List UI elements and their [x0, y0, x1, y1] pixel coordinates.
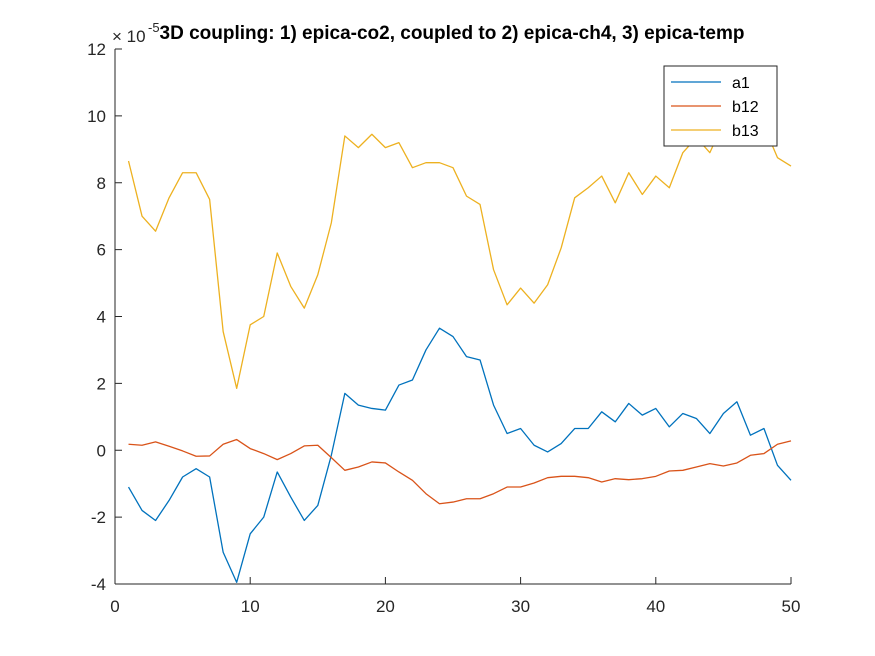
x-tick-label: 0: [110, 597, 119, 616]
x-tick-label: 40: [646, 597, 665, 616]
y-tick-label: 6: [97, 241, 106, 260]
x-tick-label: 10: [241, 597, 260, 616]
legend-label-b13: b13: [732, 123, 759, 140]
ticks-layer: 0 10 20 30 40 50 -4 -2 0 2 4 6 8 10 12: [87, 40, 800, 616]
series-layer: [127, 96, 792, 583]
x-tick-label: 30: [511, 597, 530, 616]
series-line-b13: [127, 96, 792, 390]
series-line-b12: [128, 438, 792, 505]
x-tick-label: 20: [376, 597, 395, 616]
y-tick-label: -2: [91, 508, 106, 527]
legend: a1 b12 b13: [663, 65, 778, 147]
series-line-a1: [127, 327, 792, 583]
y-tick-label: 4: [97, 308, 106, 327]
y-tick-label: 8: [97, 174, 106, 193]
y-tick-label: 10: [87, 107, 106, 126]
y-tick-label: 2: [97, 374, 106, 393]
chart-title: 3D coupling: 1) epica-co2, coupled to 2)…: [160, 23, 745, 44]
y-exponent-power: -5: [148, 20, 160, 35]
x-tick-label: 50: [782, 597, 801, 616]
legend-label-a1: a1: [732, 75, 750, 92]
y-tick-label: 12: [87, 40, 106, 59]
y-tick-label: -4: [91, 575, 106, 594]
legend-label-b12: b12: [732, 99, 759, 116]
y-tick-label: 0: [97, 441, 106, 460]
y-exponent-base: × 10: [112, 27, 146, 46]
y-exponent: × 10 -5: [112, 20, 160, 46]
